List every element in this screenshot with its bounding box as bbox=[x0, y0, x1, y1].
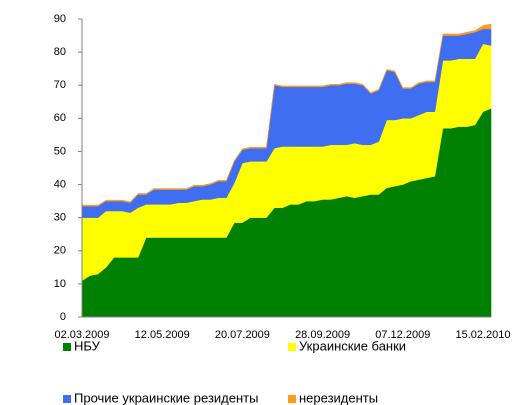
legend-swatch bbox=[63, 343, 71, 351]
y-tick-label: 70 bbox=[54, 79, 66, 91]
y-tick-label: 90 bbox=[54, 13, 66, 25]
x-tick-label: 02.03.2009 bbox=[54, 329, 109, 341]
y-tick-label: 30 bbox=[54, 212, 66, 224]
y-tick-label: 0 bbox=[60, 311, 66, 323]
legend-label: нерезиденты bbox=[299, 390, 378, 405]
x-tick-label: 28.09.2009 bbox=[295, 329, 350, 341]
legend-label: НБУ bbox=[74, 338, 101, 353]
legend-swatch bbox=[63, 395, 71, 403]
area bbox=[81, 23, 492, 207]
y-tick-label: 20 bbox=[54, 245, 66, 257]
x-tick-label: 07.12.2009 bbox=[375, 329, 430, 341]
legend-label: Украинские банки bbox=[299, 338, 406, 353]
y-tick-label: 60 bbox=[54, 112, 66, 124]
x-tick-label: 12.05.2009 bbox=[135, 329, 190, 341]
y-tick-label: 10 bbox=[54, 278, 66, 290]
x-tick-label: 15.02.2010 bbox=[455, 329, 510, 341]
y-tick-label: 50 bbox=[54, 145, 66, 157]
y-tick-label: 40 bbox=[54, 178, 66, 190]
y-tick-label: 80 bbox=[54, 46, 66, 58]
legend-swatch bbox=[288, 395, 296, 403]
legend-label: Прочие украинские резиденты bbox=[74, 390, 258, 405]
legend-swatch bbox=[288, 343, 296, 351]
x-tick-label: 20.07.2009 bbox=[215, 329, 270, 341]
